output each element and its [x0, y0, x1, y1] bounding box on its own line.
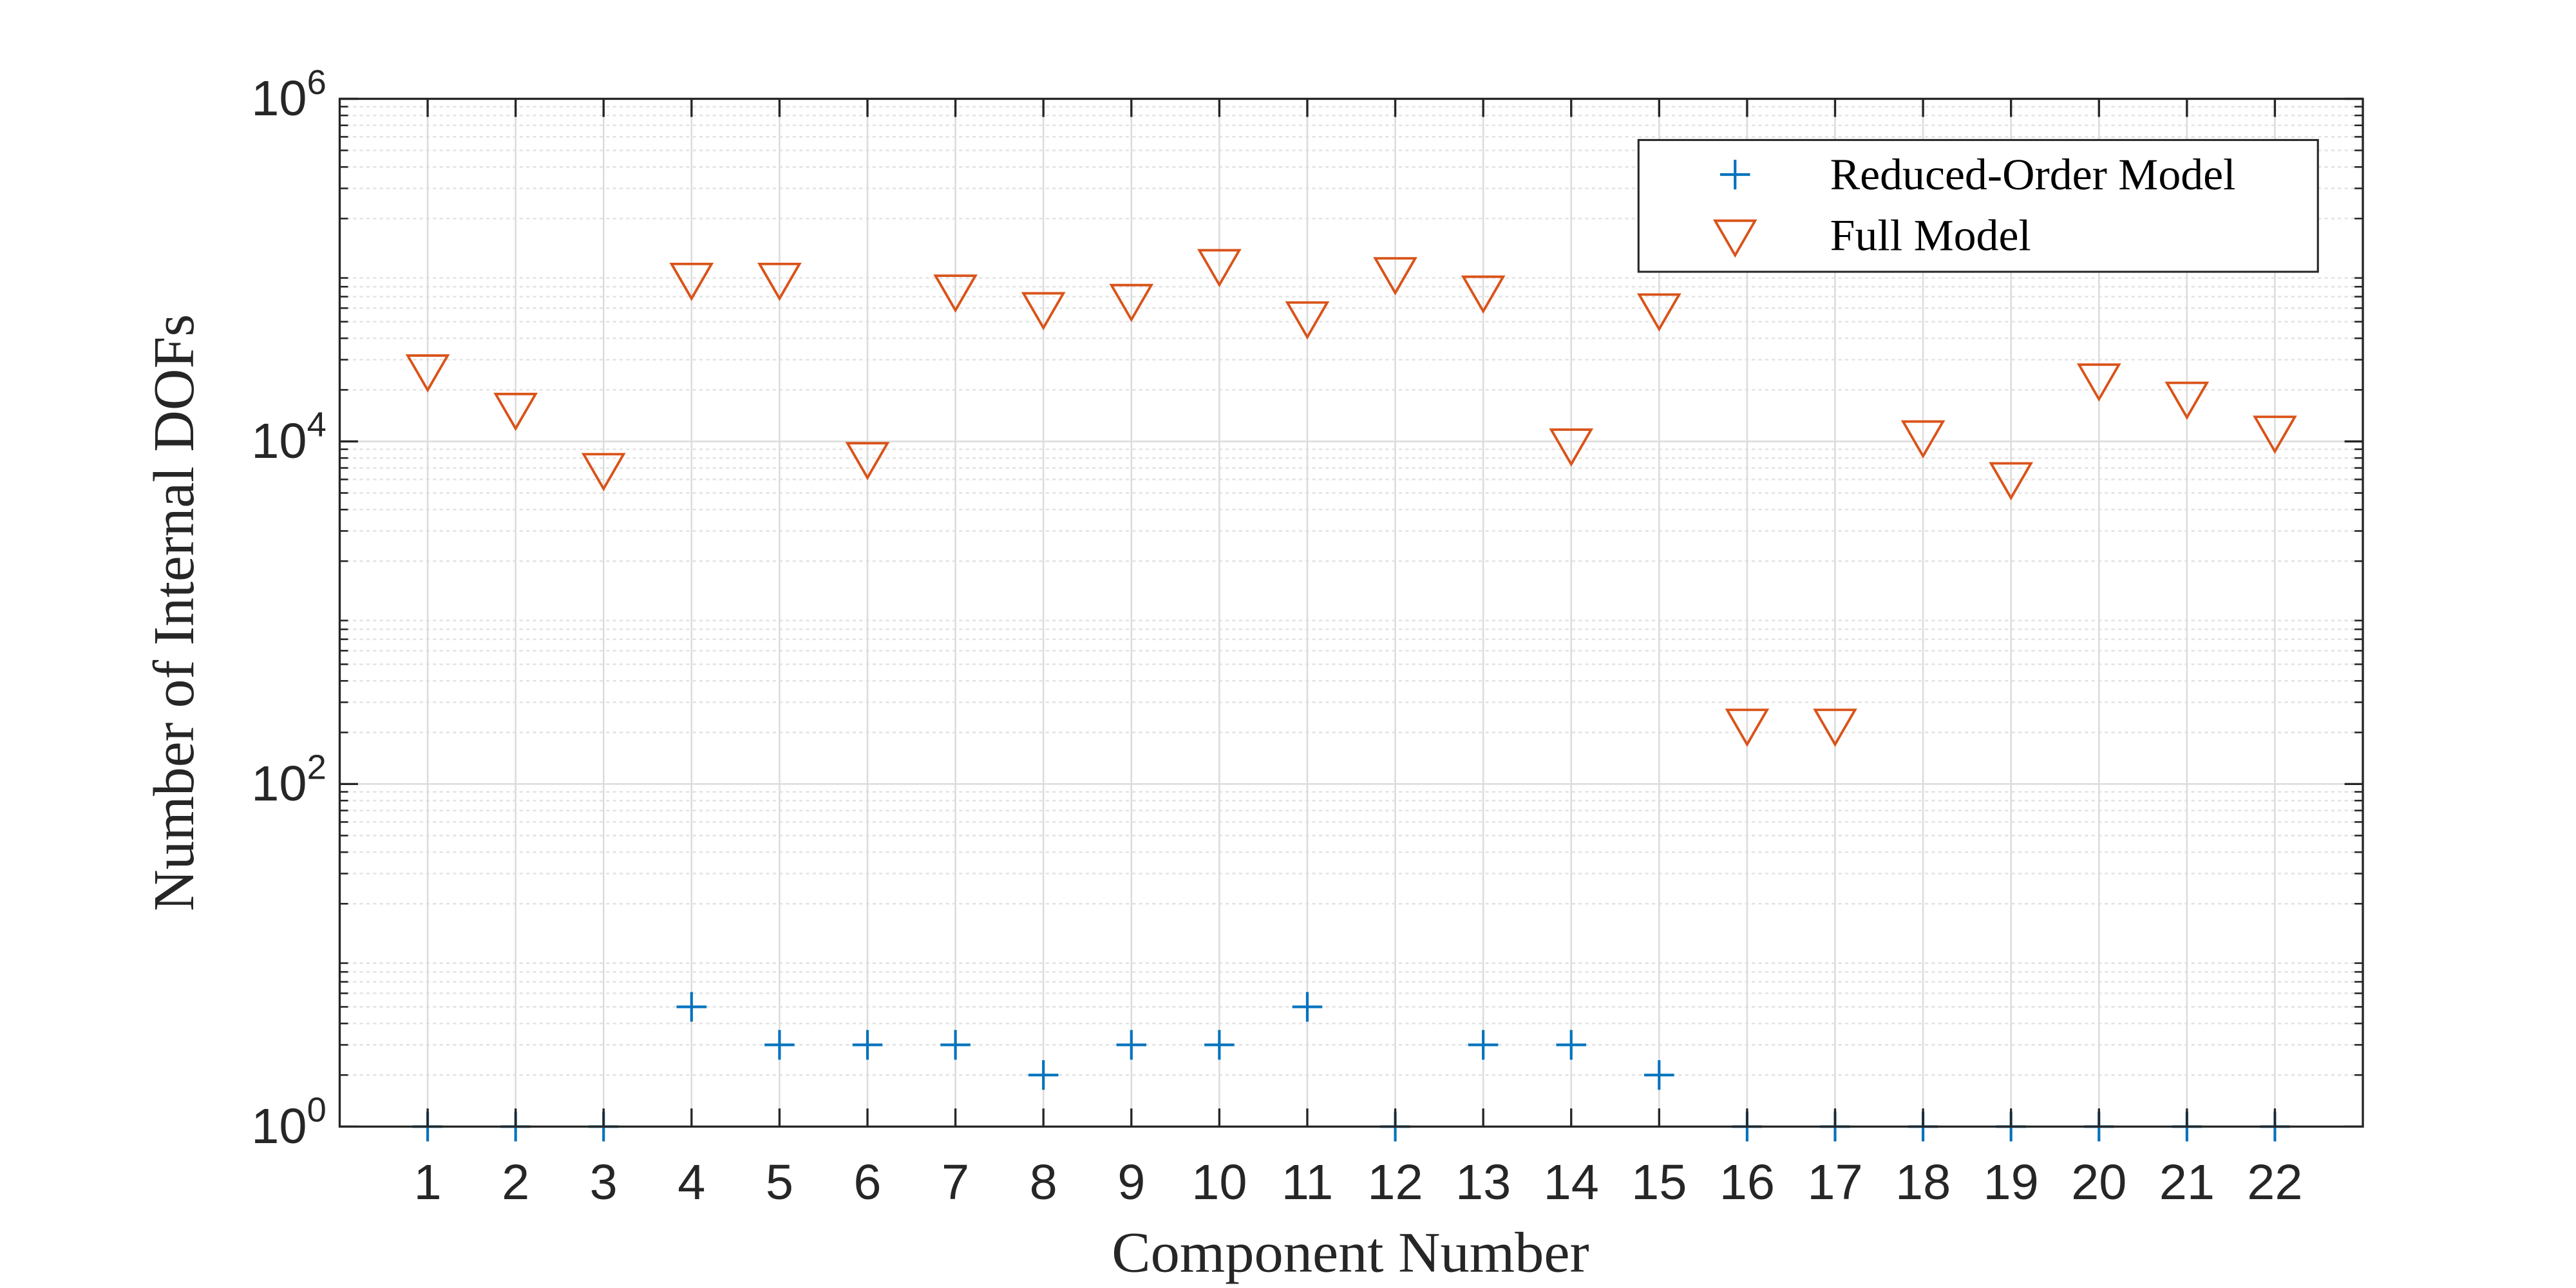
x-tick-label: 10 — [1191, 1155, 1247, 1210]
plus-marker — [1468, 1030, 1499, 1060]
triangle-marker — [845, 442, 890, 480]
y-tick-label: 102 — [251, 748, 326, 811]
triangle-marker — [1109, 283, 1154, 323]
y-tick-label: 106 — [251, 63, 326, 126]
x-tick-label: 19 — [1984, 1155, 2039, 1210]
legend-label: Reduced-Order Model — [1830, 150, 2236, 200]
plus-marker — [764, 1030, 795, 1060]
triangle-marker — [2076, 363, 2121, 402]
triangle-marker — [1373, 257, 1417, 296]
axes-box — [338, 97, 2364, 1128]
triangle-marker — [1989, 462, 2034, 501]
x-tick-label: 22 — [2247, 1155, 2302, 1210]
x-tick-label: 15 — [1631, 1155, 1687, 1210]
plus-marker — [676, 992, 707, 1022]
x-tick-label: 8 — [1030, 1155, 1057, 1210]
x-tick-label: 17 — [1807, 1155, 1862, 1210]
legend-box — [1637, 138, 2319, 273]
y-tick-label: 104 — [251, 406, 326, 469]
plus-marker — [940, 1030, 971, 1060]
grid — [339, 98, 2363, 1128]
triangle-marker — [669, 262, 714, 301]
plus-marker — [1292, 992, 1323, 1022]
triangle-marker — [933, 274, 978, 313]
x-tick-label: 9 — [1117, 1155, 1145, 1210]
triangle-marker — [1285, 301, 1330, 340]
x-tick-label: 5 — [766, 1155, 793, 1210]
x-tick-label: 11 — [1282, 1155, 1333, 1210]
triangle-marker — [1900, 420, 1946, 459]
x-tick-label: 2 — [502, 1155, 529, 1210]
triangle-marker — [2164, 381, 2210, 421]
x-tick-label: 16 — [1719, 1155, 1775, 1210]
plus-marker — [1556, 1030, 1586, 1060]
x-tick-label: 21 — [2159, 1155, 2215, 1210]
x-tick-label: 1 — [413, 1155, 441, 1210]
plus-marker — [1204, 1030, 1235, 1060]
legend-marker — [1719, 160, 1750, 190]
plus-marker — [1644, 1060, 1674, 1090]
triangle-marker — [1549, 428, 1594, 467]
triangle-marker — [757, 262, 802, 301]
x-tick-label: 20 — [2071, 1155, 2126, 1210]
y-axis-label: Number of Internal DOFs — [142, 314, 207, 911]
triangle-marker — [1636, 293, 1681, 332]
triangle-marker — [2253, 415, 2297, 454]
triangle-marker — [1725, 708, 1770, 747]
legend-marker — [1712, 219, 1757, 258]
triangle-marker — [1461, 275, 1506, 314]
triangle-marker — [405, 354, 450, 393]
plus-marker — [1028, 1060, 1059, 1090]
x-tick-label: 3 — [590, 1155, 618, 1210]
x-tick-label: 13 — [1455, 1155, 1511, 1210]
x-tick-label: 7 — [942, 1155, 969, 1210]
triangle-marker — [1197, 249, 1242, 288]
x-axis-label: Component Number — [1112, 1221, 1589, 1284]
x-tick-label: 14 — [1544, 1155, 1599, 1210]
triangle-marker — [1813, 708, 1857, 747]
triangle-marker — [581, 453, 626, 491]
plus-marker — [1116, 1030, 1147, 1060]
triangle-marker — [1021, 292, 1066, 331]
plus-marker — [852, 1030, 883, 1060]
x-tick-label: 6 — [853, 1155, 881, 1210]
x-tick-label: 18 — [1895, 1155, 1951, 1210]
x-tick-label: 4 — [677, 1155, 705, 1210]
y-tick-label: 100 — [251, 1091, 326, 1154]
x-tick-label: 12 — [1367, 1155, 1423, 1210]
legend-label: Full Model — [1830, 211, 2031, 261]
triangle-marker — [493, 392, 538, 431]
